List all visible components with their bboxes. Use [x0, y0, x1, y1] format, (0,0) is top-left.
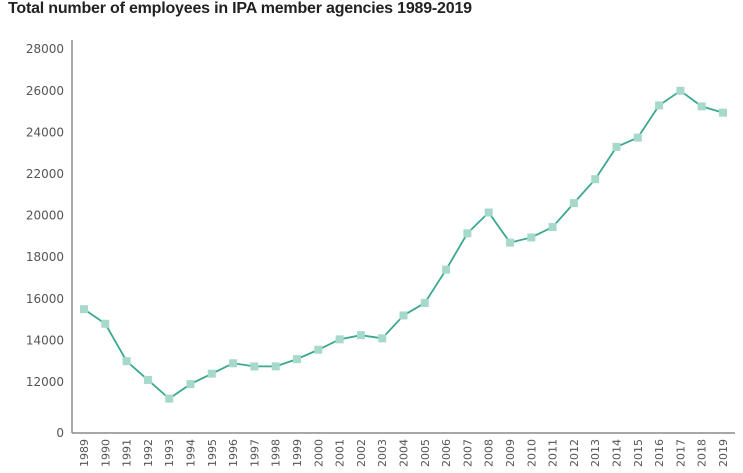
x-tick-label: 1996 — [227, 439, 240, 467]
data-point-1999 — [293, 355, 301, 364]
x-tick-label: 2006 — [440, 439, 453, 467]
data-point-2003 — [378, 334, 387, 343]
data-point-2011 — [548, 223, 557, 232]
y-tick-label: 28000 — [26, 42, 64, 56]
data-point-1995 — [207, 369, 216, 378]
x-tick-label: 1990 — [99, 439, 112, 467]
data-point-1989 — [80, 305, 88, 314]
y-tick-label: 16000 — [26, 292, 64, 306]
data-point-2002 — [356, 331, 365, 340]
x-tick-label: 1998 — [270, 439, 283, 467]
x-tick-label: 2003 — [376, 439, 389, 467]
x-tick-label: 2011 — [547, 439, 560, 467]
x-tick-label: 2016 — [653, 439, 666, 467]
x-tick-label: 2015 — [632, 439, 645, 467]
data-point-2018 — [697, 102, 706, 111]
data-point-2012 — [569, 199, 578, 208]
x-tick-label: 2014 — [611, 439, 624, 467]
data-point-2015 — [633, 133, 642, 142]
data-point-1991 — [122, 357, 131, 366]
data-point-1994 — [186, 380, 195, 389]
chart-title: Total number of employees in IPA member … — [8, 0, 472, 17]
x-tick-label: 2018 — [696, 439, 709, 467]
x-tick-label: 2002 — [355, 439, 368, 467]
data-point-2014 — [612, 142, 621, 151]
x-tick-label: 1995 — [206, 439, 219, 467]
data-point-1990 — [101, 319, 110, 328]
y-tick-label: 18000 — [26, 250, 64, 264]
data-point-1992 — [143, 375, 152, 384]
x-tick-label: 1989 — [78, 439, 91, 467]
x-tick-label: 1997 — [248, 439, 261, 467]
series-line — [83, 89, 724, 400]
x-tick-label: 2019 — [717, 439, 730, 467]
data-point-2017 — [676, 86, 685, 95]
y-tick-label: 12000 — [26, 375, 64, 389]
x-tick-label: 2000 — [312, 439, 325, 467]
x-tick-label: 1991 — [121, 439, 134, 467]
x-tick-label: 1999 — [291, 439, 304, 467]
x-tick-label: 2013 — [589, 439, 602, 467]
data-point-2010 — [527, 233, 536, 242]
x-tick-label: 2001 — [334, 439, 347, 467]
data-point-2019 — [719, 108, 727, 117]
x-tick-label: 1994 — [185, 439, 198, 467]
data-point-1997 — [250, 362, 259, 371]
x-tick-label: 2017 — [674, 439, 687, 467]
y-tick-label: 14000 — [26, 333, 64, 347]
x-tick-label: 2012 — [568, 439, 581, 467]
y-tick-label: 24000 — [26, 125, 64, 139]
data-point-2008 — [484, 208, 493, 217]
x-tick-label: 2010 — [525, 439, 538, 467]
data-point-2007 — [463, 229, 472, 238]
data-point-1998 — [271, 362, 280, 371]
x-tick-label: 2004 — [398, 439, 411, 467]
x-tick-label: 2007 — [461, 439, 474, 467]
x-tick-label: 2009 — [504, 439, 517, 467]
data-point-2001 — [335, 335, 344, 344]
data-point-1993 — [165, 394, 174, 403]
y-tick-label: 20000 — [26, 209, 64, 223]
data-point-1996 — [229, 359, 238, 368]
x-tick-label: 2005 — [419, 439, 432, 467]
y-tick-label: 0 — [56, 426, 64, 440]
x-tick-label: 1992 — [142, 439, 155, 467]
x-tick-label: 2008 — [483, 439, 496, 467]
data-point-2000 — [314, 345, 323, 354]
x-tick-label: 1993 — [163, 439, 176, 467]
data-point-2009 — [506, 238, 514, 247]
y-tick-label: 22000 — [26, 167, 64, 181]
data-point-2005 — [420, 298, 429, 307]
data-point-2004 — [399, 311, 408, 320]
y-tick-label: 26000 — [26, 84, 64, 98]
data-point-2006 — [442, 265, 451, 274]
data-point-2016 — [655, 101, 664, 110]
data-point-2013 — [591, 175, 600, 184]
